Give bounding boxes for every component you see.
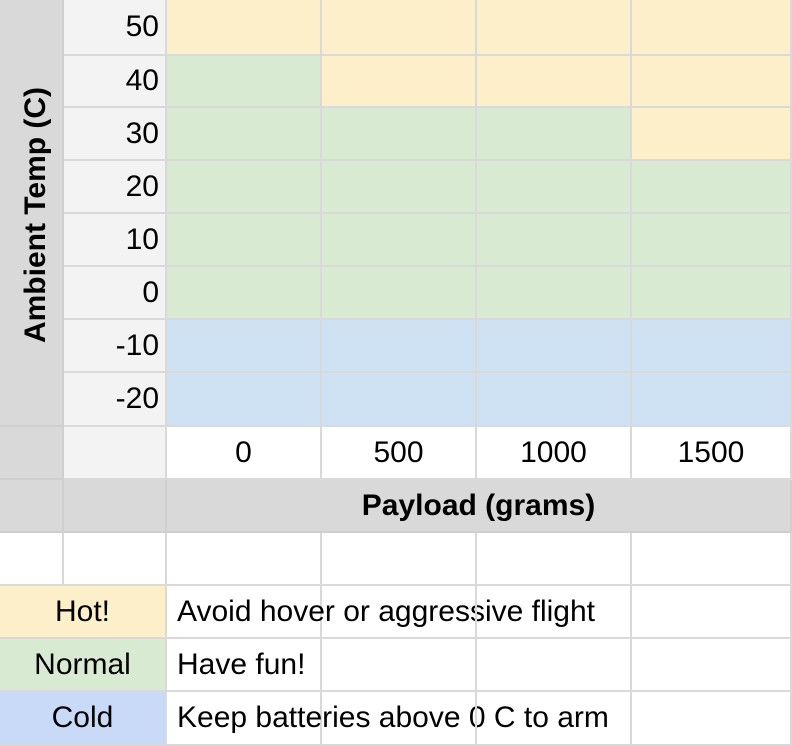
empty-cell[interactable] <box>322 533 477 586</box>
blank-cell <box>0 480 64 533</box>
empty-cell[interactable] <box>477 639 632 692</box>
empty-cell[interactable] <box>632 639 792 692</box>
empty-cell[interactable] <box>632 533 792 586</box>
heatmap-cell-normal[interactable] <box>632 214 792 267</box>
empty-cell[interactable] <box>477 533 632 586</box>
heatmap-cell-cold[interactable] <box>632 320 792 373</box>
x-tick-label[interactable]: 0 <box>167 427 322 480</box>
empty-cell[interactable] <box>632 692 792 746</box>
legend-swatch-normal[interactable]: Normal <box>0 639 167 692</box>
heatmap-cell-normal[interactable] <box>477 108 632 161</box>
heatmap-cell-normal[interactable] <box>167 108 322 161</box>
heatmap-cell-normal[interactable] <box>322 214 477 267</box>
heatmap-cell-normal[interactable] <box>477 214 632 267</box>
heatmap-cell-normal[interactable] <box>322 161 477 214</box>
y-tick-label[interactable]: 40 <box>64 56 167 108</box>
x-tick-label[interactable]: 500 <box>322 427 477 480</box>
heatmap-cell-normal[interactable] <box>167 267 322 320</box>
empty-cell[interactable] <box>167 533 322 586</box>
x-tick-label[interactable]: 1500 <box>632 427 792 480</box>
heatmap-cell-cold[interactable] <box>322 320 477 373</box>
y-tick-label[interactable]: -10 <box>64 320 167 373</box>
heatmap-cell-hot[interactable] <box>167 0 322 56</box>
heatmap-cell-hot[interactable] <box>477 0 632 56</box>
blank-cell <box>0 427 64 480</box>
heatmap-cell-hot[interactable] <box>322 56 477 108</box>
heatmap-cell-hot[interactable] <box>632 56 792 108</box>
empty-cell[interactable] <box>322 692 477 746</box>
heatmap-cell-cold[interactable] <box>632 373 792 427</box>
y-tick-label[interactable]: 50 <box>64 0 167 56</box>
y-tick-label[interactable]: 0 <box>64 267 167 320</box>
heatmap-cell-hot[interactable] <box>632 0 792 56</box>
legend-description[interactable]: Avoid hover or aggressive flight <box>167 586 595 639</box>
y-tick-label[interactable]: 10 <box>64 214 167 267</box>
heatmap-cell-hot[interactable] <box>322 0 477 56</box>
heatmap-cell-normal[interactable] <box>632 161 792 214</box>
y-tick-label[interactable]: -20 <box>64 373 167 427</box>
legend-swatch-hot[interactable]: Hot! <box>0 586 167 639</box>
blank-cell <box>64 480 167 533</box>
empty-cell[interactable] <box>322 586 477 639</box>
empty-cell[interactable] <box>477 586 632 639</box>
legend-description[interactable]: Have fun! <box>167 639 322 692</box>
heatmap-cell-normal[interactable] <box>322 108 477 161</box>
empty-cell[interactable] <box>322 639 477 692</box>
y-tick-label[interactable]: 30 <box>64 108 167 161</box>
heatmap-cell-normal[interactable] <box>632 267 792 320</box>
blank-cell <box>64 427 167 480</box>
empty-cell[interactable] <box>64 533 167 586</box>
empty-cell[interactable] <box>632 586 792 639</box>
y-axis-label-cell <box>0 0 64 427</box>
y-tick-label[interactable]: 20 <box>64 161 167 214</box>
heatmap-cell-cold[interactable] <box>477 320 632 373</box>
x-axis-label[interactable]: Payload (grams) <box>167 480 792 533</box>
heatmap-cell-normal[interactable] <box>322 267 477 320</box>
legend-description[interactable]: Keep batteries above 0 C to arm <box>167 692 609 746</box>
heatmap-cell-cold[interactable] <box>167 320 322 373</box>
heatmap-cell-hot[interactable] <box>477 56 632 108</box>
heatmap-cell-normal[interactable] <box>167 56 322 108</box>
heatmap-cell-normal[interactable] <box>477 161 632 214</box>
heatmap-cell-cold[interactable] <box>167 373 322 427</box>
empty-cell[interactable] <box>0 533 64 586</box>
heatmap-cell-normal[interactable] <box>167 161 322 214</box>
heatmap-cell-normal[interactable] <box>167 214 322 267</box>
heatmap-cell-cold[interactable] <box>477 373 632 427</box>
heatmap-cell-cold[interactable] <box>322 373 477 427</box>
heatmap-cell-normal[interactable] <box>477 267 632 320</box>
heatmap-cell-hot[interactable] <box>632 108 792 161</box>
legend-swatch-cold_legend[interactable]: Cold <box>0 692 167 746</box>
empty-cell[interactable] <box>477 692 632 746</box>
x-tick-label[interactable]: 1000 <box>477 427 632 480</box>
y-axis-label: Ambient Temp (C) <box>19 86 52 344</box>
